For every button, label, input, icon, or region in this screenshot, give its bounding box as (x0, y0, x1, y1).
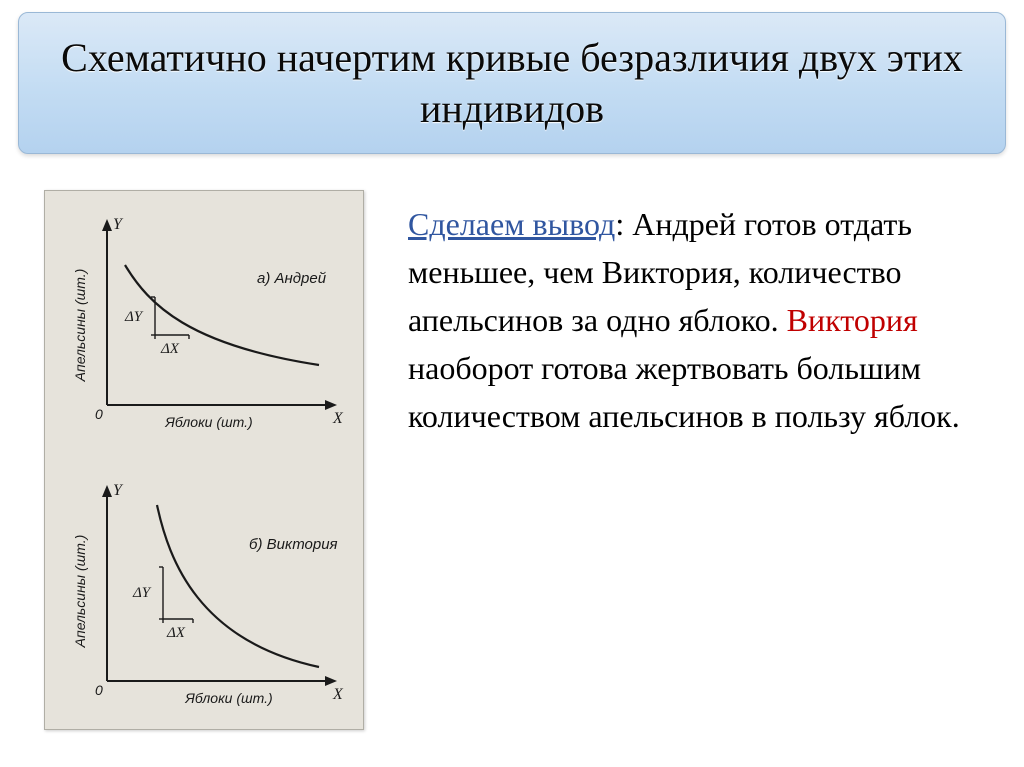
y-axis-label-b: Апельсины (шт.) (72, 535, 88, 649)
lead-label: Сделаем вывод (408, 206, 615, 242)
y-axis-label: Апельсины (шт.) (72, 269, 88, 383)
x-axis-label-b: Яблоки (шт.) (184, 690, 272, 706)
highlight-name: Виктория (787, 302, 918, 338)
chart-andrey-svg: ΔY ΔX Y X 0 Апельсины (шт.) Яблоки (шт.)… (59, 205, 351, 451)
curve-viktoria (157, 505, 319, 667)
body-paragraph: Сделаем вывод: Андрей готов отдать меньш… (408, 200, 988, 440)
delta-x-label-b: ΔX (166, 625, 186, 641)
body-part2: наоборот готова жертвовать большим колич… (408, 350, 960, 434)
x-symbol: X (332, 410, 344, 427)
delta-y-label: ΔY (124, 309, 144, 325)
slide-title: Схематично начертим кривые безразличия д… (39, 32, 985, 134)
slide: Схематично начертим кривые безразличия д… (0, 0, 1024, 767)
delta-y-label-b: ΔY (132, 585, 152, 601)
panel-label-viktoria: б) Виктория (249, 536, 338, 553)
x-axis-label: Яблоки (шт.) (164, 414, 252, 430)
origin-label: 0 (95, 406, 103, 422)
origin-label-b: 0 (95, 682, 103, 698)
x-symbol-b: X (332, 686, 344, 703)
y-symbol: Y (113, 216, 124, 233)
chart-viktoria-svg: ΔY ΔX Y X 0 Апельсины (шт.) Яблоки (шт.)… (59, 471, 351, 717)
delta-x-label: ΔX (160, 341, 180, 357)
chart-panel-andrey: ΔY ΔX Y X 0 Апельсины (шт.) Яблоки (шт.)… (59, 205, 351, 451)
charts-figure: ΔY ΔX Y X 0 Апельсины (шт.) Яблоки (шт.)… (44, 190, 364, 730)
panel-label-andrey: а) Андрей (257, 270, 327, 287)
chart-panel-viktoria: ΔY ΔX Y X 0 Апельсины (шт.) Яблоки (шт.)… (59, 471, 351, 717)
y-symbol-b: Y (113, 482, 124, 499)
title-box: Схематично начертим кривые безразличия д… (18, 12, 1006, 154)
